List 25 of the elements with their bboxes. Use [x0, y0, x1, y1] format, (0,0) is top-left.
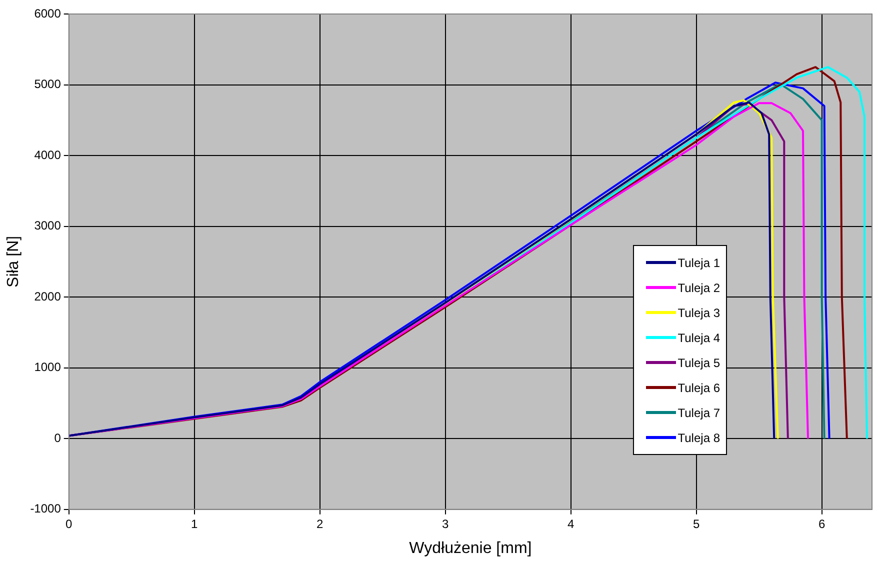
y-tick-label: 1000 [34, 360, 62, 374]
legend-label: Tuleja 4 [678, 330, 720, 344]
y-tick-label: 4000 [34, 148, 62, 162]
y-tick-label: 2000 [34, 289, 62, 304]
x-tick-label: 0 [66, 516, 73, 531]
x-tick-label: 6 [818, 516, 826, 531]
legend-label: Tuleja 7 [678, 406, 720, 420]
y-tick-label: 3000 [34, 218, 62, 233]
x-tick-label: 5 [692, 516, 700, 531]
y-axis-title: Siła [N] [5, 236, 22, 288]
y-tick-label: -1000 [30, 502, 62, 516]
x-axis-title: Wydłużenie [mm] [409, 540, 532, 557]
y-tick-label: 0 [54, 430, 62, 445]
x-tick-label: 3 [442, 516, 450, 531]
x-tick-label: 4 [567, 516, 574, 531]
legend-label: Tuleja 1 [678, 256, 720, 270]
y-tick-label: 5000 [34, 77, 62, 92]
legend-label: Tuleja 3 [678, 306, 720, 320]
legend-label: Tuleja 8 [678, 430, 720, 444]
x-tick-label: 1 [191, 516, 198, 531]
y-tick-label: 6000 [34, 6, 62, 20]
x-tick-label: 2 [316, 516, 324, 531]
legend-label: Tuleja 5 [678, 356, 720, 370]
legend-label: Tuleja 2 [678, 280, 720, 294]
legend-label: Tuleja 6 [678, 380, 720, 394]
